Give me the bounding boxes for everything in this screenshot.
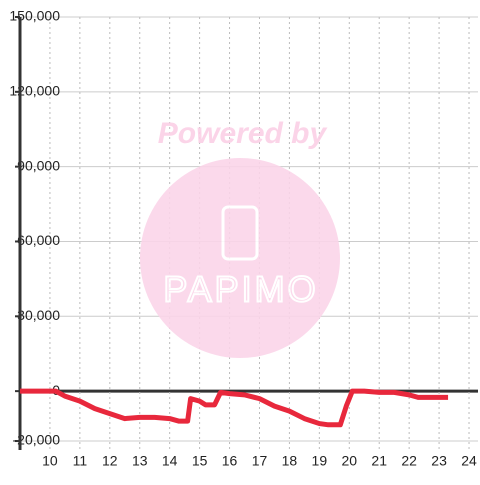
x-tick-label: 15 [192, 453, 208, 469]
x-tick-label: 10 [42, 453, 58, 469]
x-tick-label: 20 [341, 453, 357, 469]
watermark: Powered by PAPIMO [140, 117, 340, 358]
y-tick-label: 30,000 [17, 307, 60, 323]
y-tick-label: 90,000 [17, 157, 60, 173]
x-tick-label: 16 [222, 453, 238, 469]
x-tick-label: 14 [162, 453, 178, 469]
x-tick-label: 17 [252, 453, 268, 469]
data-line [20, 388, 449, 428]
watermark-icon [221, 205, 259, 261]
x-tick-label: 11 [73, 453, 88, 469]
x-tick-label: 18 [282, 453, 298, 469]
plot: -20,000030,00060,00090,000120,000150,000… [9, 8, 477, 469]
watermark-text: Powered by [158, 117, 328, 150]
x-tick-label: 24 [461, 453, 477, 469]
x-tick-label: 23 [431, 453, 447, 469]
x-tick-label: 21 [371, 453, 387, 469]
y-tick-label: 150,000 [9, 8, 60, 24]
y-tick-label: -20,000 [13, 432, 61, 448]
watermark-logo: PAPIMO [163, 269, 318, 310]
x-tick-label: 13 [132, 453, 148, 469]
x-tick-label: 12 [102, 453, 118, 469]
y-tick-label: 60,000 [17, 232, 60, 248]
x-tick-label: 22 [401, 453, 417, 469]
x-tick-label: 19 [312, 453, 328, 469]
y-tick-label: 120,000 [9, 83, 60, 99]
